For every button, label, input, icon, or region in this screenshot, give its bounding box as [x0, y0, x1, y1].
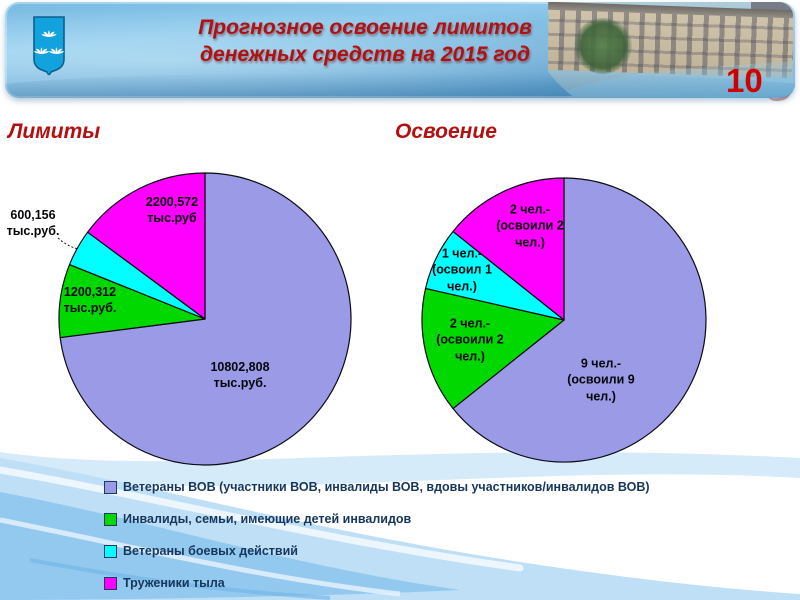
pie-chart-limits: [57, 172, 352, 466]
pie-slice-label-veterans-uptake: 9 чел.- (освоили 9 чел.): [567, 356, 635, 404]
legend-item-combat: Ветераны боевых действий: [104, 545, 650, 558]
pie-slice-label-veterans-limit: 10802,808 тыс.руб.: [210, 359, 270, 390]
chart-legend: Ветераны ВОВ (участники ВОВ, инвалиды ВО…: [104, 481, 650, 600]
pie-slice-label-disabled-uptake: 2 чел.- (освоили 2 чел.): [436, 316, 504, 364]
section-title-utilization: Освоение: [395, 120, 497, 143]
legend-label: Инвалиды, семьи, имеющие детей инвалидов: [123, 512, 412, 526]
pie-slice: [421, 287, 565, 410]
legend-item-homefront: Труженики тыла: [104, 577, 650, 590]
pie-slice-label-combat-uptake: 1 чел.- (освоил 1 чел.): [432, 246, 492, 294]
photo-tree: [574, 18, 632, 74]
legend-swatch-cyan: [104, 545, 117, 558]
slide-title-line1: Прогнозное освоение лимитов: [198, 16, 532, 39]
legend-item-disabled: Инвалиды, семьи, имеющие детей инвалидов: [104, 513, 650, 526]
page-number: 10: [726, 62, 763, 99]
section-title-limits: Лимиты: [8, 120, 101, 143]
header: Прогнозное освоение лимитов денежных сре…: [5, 2, 795, 98]
legend-swatch-green: [104, 513, 117, 526]
legend-label: Труженики тыла: [123, 576, 225, 590]
legend-label: Ветераны боевых действий: [123, 544, 298, 558]
pie-slice-label-disabled-limit: 1200,312 тыс.руб.: [63, 284, 117, 315]
pie-slice-label-homefront-uptake: 2 чел.- (освоили 2 чел.): [496, 202, 564, 250]
pie-chart-utilization: [421, 177, 707, 463]
lotus-coat-of-arms-icon: [33, 16, 65, 76]
label-leader-line: [57, 237, 79, 250]
legend-swatch-purple: [104, 481, 117, 494]
slide-title: Прогнозное освоение лимитов денежных сре…: [155, 15, 575, 69]
legend-item-veterans: Ветераны ВОВ (участники ВОВ, инвалиды ВО…: [104, 481, 650, 494]
pie-slice: [452, 177, 565, 321]
legend-label: Ветераны ВОВ (участники ВОВ, инвалиды ВО…: [123, 480, 650, 494]
pie-slice-label-combat-limit: 600,156 тыс.руб.: [6, 207, 60, 238]
chart-panel-limits: Лимиты 10802,808 тыс.руб. 1200,312 тыс.р…: [0, 115, 400, 480]
slide-title-line2: денежных средств на 2015 год: [200, 42, 530, 66]
legend-swatch-magenta: [104, 577, 117, 590]
pie-slice-label-homefront-limit: 2200,572 тыс.руб: [145, 194, 199, 225]
pie-slice: [87, 172, 206, 320]
chart-panel-utilization: Освоение 9 чел.- (освоили 9 чел.) 2 чел.…: [395, 115, 800, 480]
